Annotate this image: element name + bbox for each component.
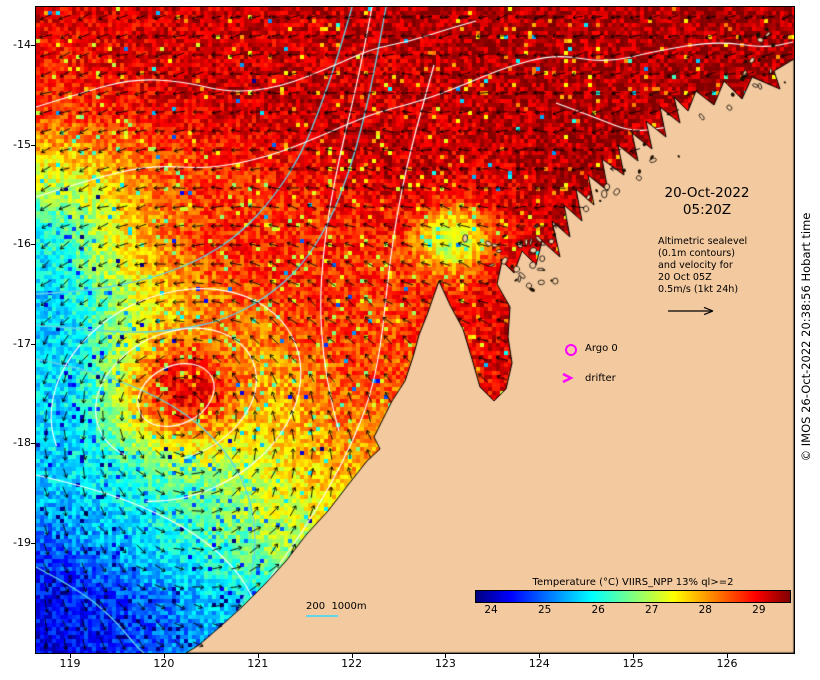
x-tick-mark <box>163 654 165 658</box>
map-time: 05:20Z <box>682 202 732 218</box>
y-tick-label: -19 <box>13 536 31 549</box>
x-tick-label: 126 <box>716 657 738 670</box>
argo-float-marker-icon[interactable] <box>565 344 577 356</box>
annotation-line: (0.1m contours) <box>658 248 736 259</box>
copyright-text: © IMOS 26-Oct-2022 20:38:56 Hobart time <box>799 212 813 462</box>
x-tick-mark <box>633 654 635 658</box>
x-tick-label: 124 <box>528 657 550 670</box>
colorbar-tick-label: 24 <box>484 604 498 616</box>
x-tick-label: 121 <box>247 657 269 670</box>
bathymetry-legend-line-icon <box>306 615 338 617</box>
y-tick-label: -17 <box>13 336 31 350</box>
colorbar-tick-label: 27 <box>645 604 659 616</box>
colorbar-tick-label: 29 <box>752 604 766 616</box>
x-tick-mark <box>727 654 729 658</box>
y-tick-label: -18 <box>13 436 31 450</box>
x-tick-label: 123 <box>434 657 456 670</box>
sst-map-canvas[interactable] <box>36 7 794 653</box>
y-tick-mark <box>31 343 35 345</box>
altimetric-note: Altimetric sealevel (0.1m contours) and … <box>658 236 747 296</box>
bathymetry-legend: 200 1000m <box>306 601 367 617</box>
colorbar-tick-label: 25 <box>537 604 552 616</box>
annotation-line: 20 Oct 05Z <box>658 272 712 283</box>
map-datetime: 20-Oct-2022 05:20Z <box>634 185 780 219</box>
y-tick-mark <box>31 443 35 445</box>
x-tick-label: 119 <box>59 657 81 670</box>
y-tick-mark <box>31 45 35 46</box>
drifter-marker-icon[interactable] <box>560 371 574 385</box>
velocity-reference-arrow-icon <box>668 306 714 316</box>
map-date: 20-Oct-2022 <box>664 185 750 201</box>
x-tick-mark <box>445 654 447 658</box>
y-tick-label: -15 <box>13 137 31 151</box>
annotation-line: Altimetric sealevel <box>658 236 748 247</box>
y-tick-label: -16 <box>13 237 31 251</box>
argo-label: Argo 0 <box>585 343 618 354</box>
x-tick-mark <box>70 654 71 658</box>
y-tick-mark <box>31 244 35 246</box>
colorbar-tick-label: 28 <box>698 604 712 616</box>
map-plot[interactable]: 20-Oct-2022 05:20Z Altimetric sealevel (… <box>35 6 795 654</box>
colorbar: Temperature (°C) VIIRS_NPP 13% ql>=2 24 2… <box>475 577 791 617</box>
annotation-line: 0.5m/s (1kt 24h) <box>658 284 739 295</box>
bathymetry-legend-label: 200 1000m <box>306 601 367 612</box>
y-tick-mark <box>31 543 35 544</box>
y-tick-mark <box>31 144 35 146</box>
annotation-line: and velocity for <box>658 260 733 271</box>
x-tick-mark <box>257 654 259 658</box>
y-tick-label: -14 <box>13 38 31 51</box>
drifter-label: drifter <box>585 373 616 384</box>
x-tick-label: 122 <box>341 657 363 670</box>
colorbar-gradient <box>475 590 791 603</box>
x-tick-mark <box>351 654 353 658</box>
x-tick-mark <box>539 654 541 658</box>
colorbar-tick-label: 26 <box>591 604 605 616</box>
colorbar-ticks: 24 25 26 27 28 29 <box>475 603 791 617</box>
x-tick-label: 125 <box>622 657 644 670</box>
x-tick-label: 120 <box>153 657 175 670</box>
colorbar-title: Temperature (°C) VIIRS_NPP 13% ql>=2 <box>532 577 734 588</box>
